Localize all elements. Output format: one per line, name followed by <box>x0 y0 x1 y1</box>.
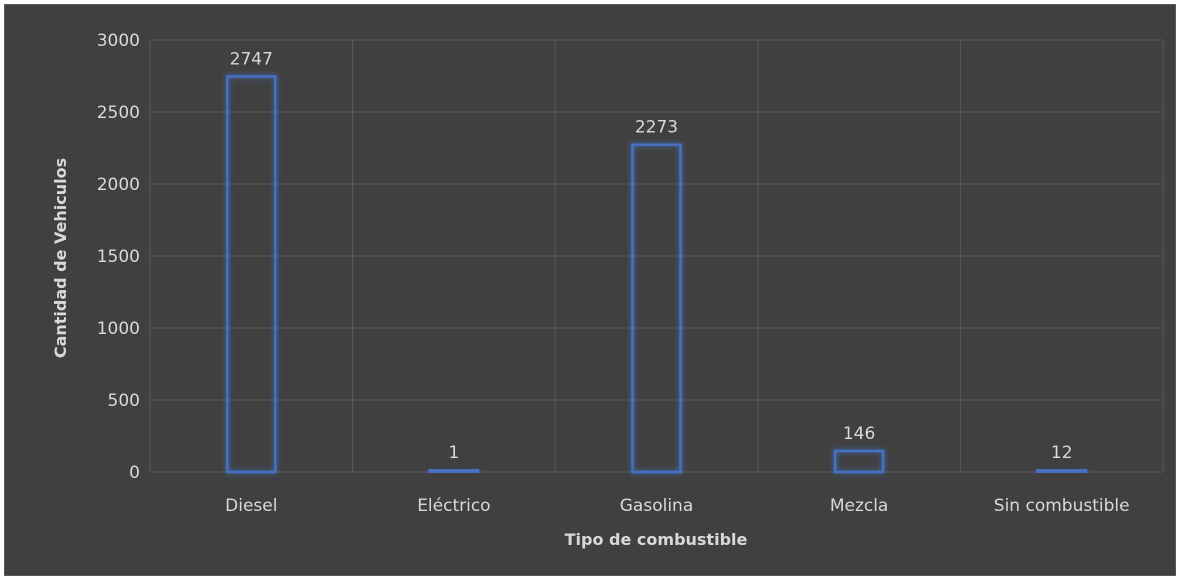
y-tick-label: 2000 <box>97 175 140 195</box>
data-label: 12 <box>1051 443 1073 463</box>
y-axis-ticks: 0 500 1000 1500 2000 2500 3000 <box>97 31 140 483</box>
bar <box>428 468 480 474</box>
y-tick-label: 500 <box>108 391 140 411</box>
y-tick-label: 0 <box>129 463 140 483</box>
chart-panel: 0 500 1000 1500 2000 2500 3000 2747 1 2273 146 12 … <box>4 4 1176 576</box>
data-label: 2747 <box>230 49 273 69</box>
x-axis-categories: Diesel Eléctrico Gasolina Mezcla Sin combust… <box>225 496 1129 516</box>
bar <box>1036 468 1087 474</box>
bar <box>833 449 885 474</box>
data-label: 146 <box>843 424 875 444</box>
y-tick-label: 2500 <box>97 103 140 123</box>
x-category-label: Eléctrico <box>417 496 490 516</box>
x-axis-title: Tipo de combustible <box>565 530 748 549</box>
data-labels: 2747 1 2273 146 12 <box>230 49 1073 463</box>
y-axis-title: Cantidad de Vehiculos <box>51 158 70 358</box>
data-label: 1 <box>448 443 459 463</box>
y-tick-label: 3000 <box>97 31 140 51</box>
data-label: 2273 <box>635 118 678 138</box>
bar <box>226 75 277 474</box>
y-tick-label: 1000 <box>97 319 140 339</box>
bars <box>226 75 1087 474</box>
y-tick-label: 1500 <box>97 247 140 267</box>
x-category-label: Gasolina <box>620 496 694 516</box>
bar <box>631 143 682 474</box>
x-category-label: Sin combustible <box>994 496 1130 516</box>
x-category-label: Mezcla <box>830 496 889 516</box>
gridlines <box>149 39 1164 473</box>
x-category-label: Diesel <box>225 496 277 516</box>
